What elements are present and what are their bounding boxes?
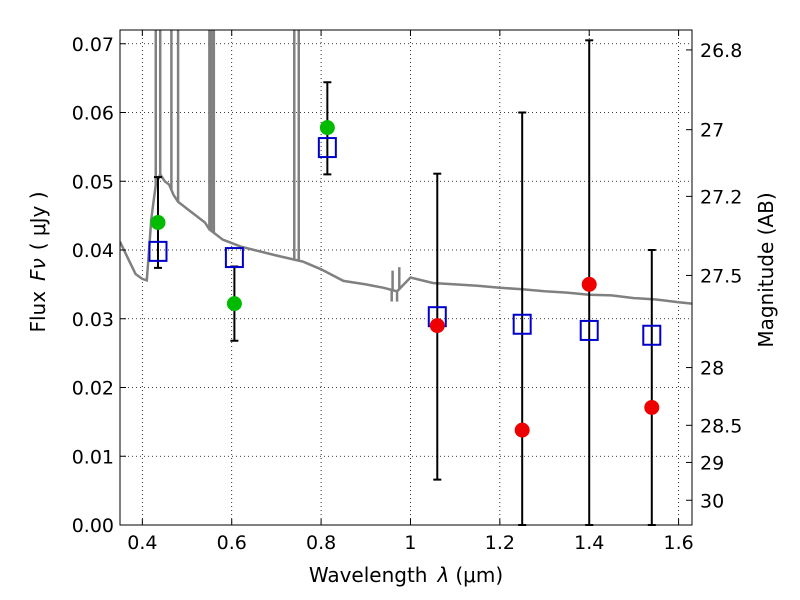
x-axis-label: Wavelength λ (μm): [309, 563, 503, 587]
y-axis-label: FluxFν( μJy ): [26, 191, 50, 332]
nondetection-point: [514, 422, 530, 438]
nondetection-point: [644, 399, 660, 415]
y2-tick-label: 30: [700, 490, 724, 512]
y2-tick-label: 29: [700, 452, 724, 474]
model-spectrum-line: [120, 171, 692, 305]
nondetection-point: [581, 276, 597, 292]
detection-point: [150, 215, 166, 230]
x-tick-label: 1: [404, 532, 416, 554]
model-flux-square: [148, 240, 168, 262]
y2-tick-label: 27: [700, 120, 724, 142]
nondetection-point: [429, 318, 445, 334]
y2-tick-label: 28: [700, 358, 724, 380]
plot-area: [120, 30, 692, 305]
y2-tick-label: 27.2: [700, 186, 742, 208]
y2-axis-label: Magnitude (AB): [754, 192, 778, 347]
y2-tick-label: 27.5: [700, 265, 742, 287]
y-tick-label: 0.03: [72, 309, 114, 331]
y2-tick-label: 28.5: [700, 415, 742, 437]
y-tick-label: 0.01: [72, 446, 114, 468]
model-flux-square: [642, 324, 662, 346]
model-flux-square: [317, 137, 337, 159]
detection-point: [319, 120, 335, 136]
markers: [148, 120, 662, 438]
x-tick-label: 1.4: [574, 532, 604, 554]
y-tick-label: 0.00: [72, 515, 114, 537]
model-flux-square: [224, 247, 244, 269]
y-tick-label: 0.07: [72, 34, 114, 56]
y-tick-label: 0.05: [72, 171, 114, 193]
y-tick-label: 0.06: [72, 103, 114, 125]
x-tick-label: 0.8: [306, 532, 336, 554]
grid: [120, 30, 692, 526]
detection-point: [226, 296, 242, 312]
y-tick-label: 0.04: [72, 240, 114, 262]
x-tick-label: 1.2: [485, 532, 515, 554]
y2-tick-label: 26.8: [700, 40, 742, 62]
y-tick-label: 0.02: [72, 378, 114, 400]
model-flux-square: [579, 319, 599, 341]
x-tick-label: 1.6: [663, 532, 693, 554]
ticks: 0.4 0.6 0.8 1 1.2 1.4 1.6 0.00 0.01 0.02 0.03 0.04 0…: [72, 30, 742, 554]
plot-frame: [119, 29, 693, 526]
x-tick-label: 0.6: [217, 532, 247, 554]
x-tick-label: 0.4: [127, 532, 157, 554]
spectral-lines: [154, 30, 401, 302]
model-flux-square: [512, 313, 532, 335]
